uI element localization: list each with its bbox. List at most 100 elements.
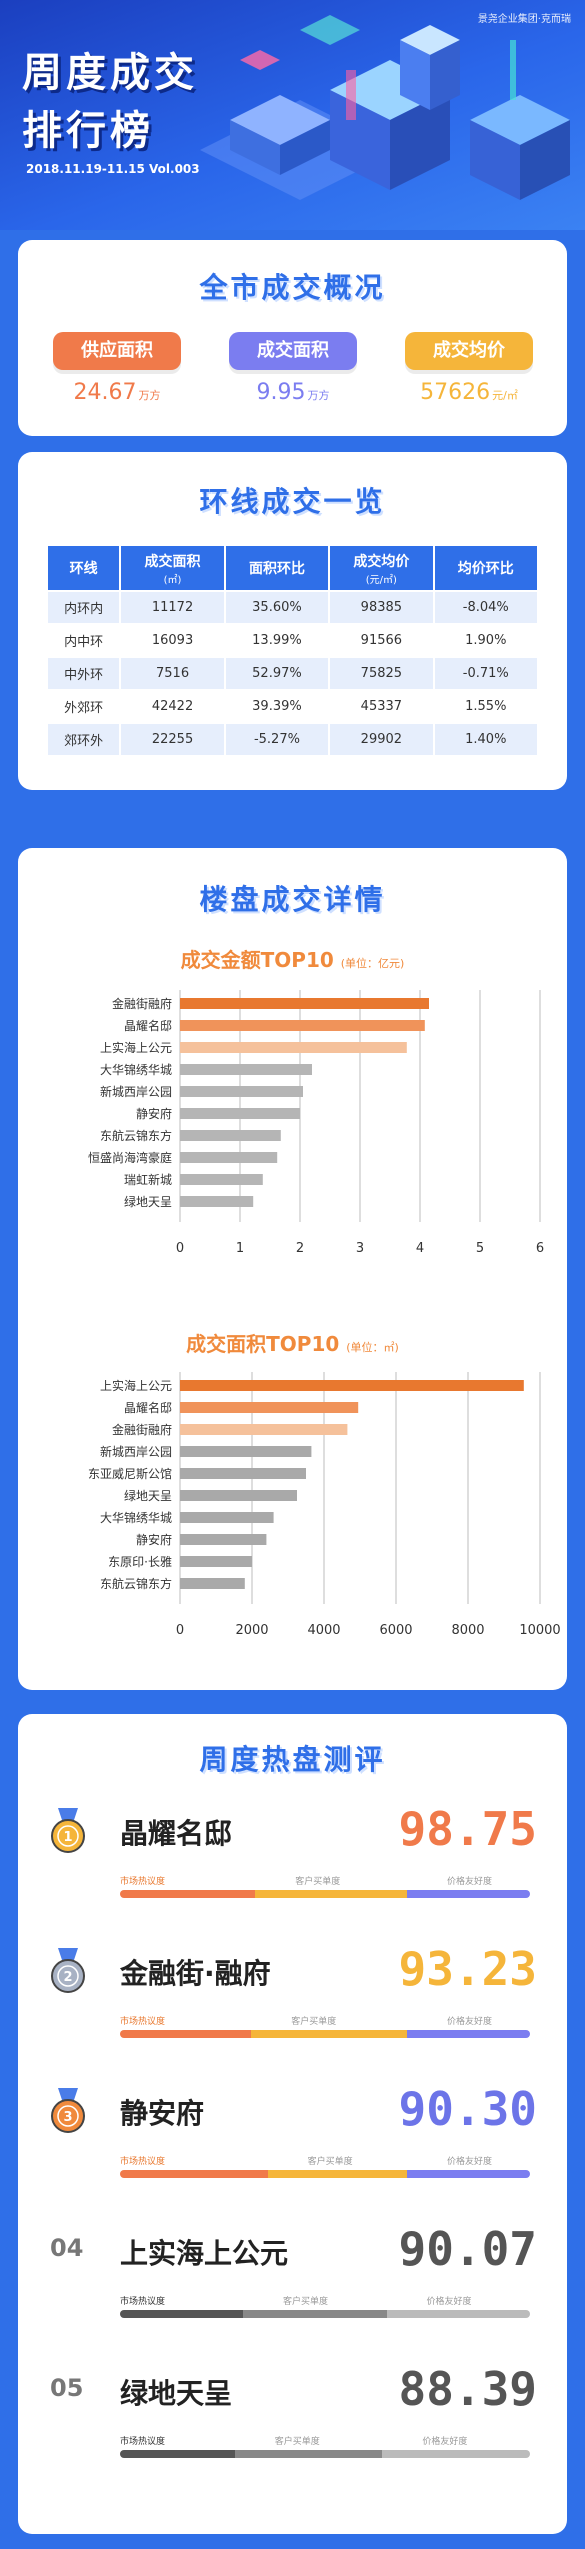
- x-tick-label: 4: [416, 1241, 424, 1256]
- x-tick-label: 5: [476, 1241, 484, 1256]
- x-tick-label: 6000: [379, 1623, 412, 1638]
- project-name: 静安府: [120, 2097, 205, 2130]
- x-tick-label: 1: [236, 1241, 244, 1256]
- table-cell: 郊环外: [48, 724, 120, 755]
- table-cell: 内中环: [48, 625, 120, 656]
- bar: [180, 1424, 348, 1435]
- table-row: 内环内 11172 35.60% 98385 -8.04%: [48, 592, 537, 623]
- breakdown-segment: [120, 2170, 268, 2178]
- breakdown-segment: [251, 2030, 407, 2038]
- medal-rank-number: 1: [63, 1830, 72, 1845]
- breakdown-segment: [234, 2450, 383, 2458]
- page-title-line1: 周度成交: [22, 50, 198, 96]
- score-breakdown-bar: [120, 2030, 530, 2038]
- bar: [180, 1152, 278, 1163]
- bar: [180, 1064, 312, 1075]
- table-row: 外郊环 42422 39.39% 45337 1.55%: [48, 691, 537, 722]
- overview-title: 全市成交概况: [199, 271, 386, 304]
- table-cell: 外郊环: [48, 691, 120, 722]
- breakdown-label: 客户买单度: [307, 2157, 353, 2167]
- table-cell: 91566: [330, 625, 433, 656]
- x-tick-label: 6: [536, 1241, 544, 1256]
- breakdown-label: 价格友好度: [447, 2017, 493, 2027]
- rank-number: 05: [50, 2374, 84, 2402]
- ring-header-unit: (元/㎡): [365, 574, 397, 586]
- table-cell: 内环内: [48, 592, 120, 623]
- overview-metric: 成交面积 9.95 万方: [218, 332, 368, 405]
- amount-chart-title: 成交金额TOP10 (单位：亿元): [18, 944, 567, 973]
- breakdown-segment: [406, 1890, 530, 1898]
- ring-column-header: 成交均价 (元/㎡): [330, 546, 433, 590]
- x-tick-label: 4000: [307, 1623, 340, 1638]
- breakdown-label: 市场热议度: [120, 2437, 166, 2447]
- breakdown-segment: [386, 2310, 530, 2318]
- bar: [180, 1402, 359, 1413]
- project-name: 晶耀名邸: [120, 1817, 233, 1850]
- table-cell: 7516: [121, 658, 224, 689]
- table-cell: 35.60%: [225, 592, 329, 623]
- overview-card: 全市成交概况 供应面积 24.67 万方 成交面积 9.95 万方 成交均价 57626 元/㎡: [18, 240, 567, 436]
- bar: [180, 1512, 274, 1523]
- amount-bar-chart: 0 1 2 3 4 5 6 金融街融府晶耀名邸上实海上公元大华锦绣华城新城西岸公园静安府东航云…: [88, 990, 544, 1256]
- breakdown-segment: [243, 2310, 387, 2318]
- table-cell: 11172: [121, 592, 224, 623]
- amount-chart-unit: (单位：亿元): [340, 957, 405, 970]
- ring-column-header: 成交面积 (㎡): [121, 546, 224, 590]
- table-cell: 16093: [121, 625, 224, 656]
- score-breakdown-labels: 市场热议度 客户买单度 价格友好度: [120, 2014, 530, 2027]
- metric-unit: 万方: [138, 389, 161, 402]
- score-breakdown-labels: 市场热议度 客户买单度 价格友好度: [120, 2154, 530, 2167]
- category-label: 东航云锦东方: [100, 1576, 172, 1591]
- project-score: 90.07: [398, 2222, 537, 2276]
- hot-card: 周度热盘测评 1 晶耀名邸 98.75 市场热议度 客户买单度 价格友好度 2 金融街·融府 9…: [18, 1714, 567, 2534]
- table-row: 郊环外 22255 -5.27% 29902 1.40%: [48, 724, 537, 755]
- project-score: 90.30: [398, 2082, 537, 2136]
- breakdown-label: 客户买单度: [295, 1877, 341, 1887]
- ring-card: 环线成交一览 环线 成交面积 (㎡) 面积环比 成交均价 (元/㎡) 均价环比 内环内 111…: [18, 452, 567, 790]
- table-cell: 1.90%: [434, 625, 537, 656]
- brand-logo-text: 景尧企业集团·克而瑞: [477, 14, 571, 25]
- breakdown-label: 市场热议度: [120, 2017, 166, 2027]
- metric-label: 供应面积: [53, 332, 181, 370]
- breakdown-segment: [267, 2170, 407, 2178]
- bar: [180, 1446, 312, 1457]
- category-label: 恒盛尚海湾豪庭: [88, 1150, 172, 1165]
- overview-metric: 供应面积 24.67 万方: [42, 332, 192, 405]
- hot-title: 周度热盘测评: [199, 1743, 386, 1776]
- breakdown-label: 客户买单度: [274, 2437, 320, 2447]
- hot-rank-item: 04 上实海上公元 90.07 市场热议度 客户买单度 价格友好度: [18, 2222, 567, 2332]
- hot-rank-item: 2 金融街·融府 93.23 市场热议度 客户买单度 价格友好度: [18, 1942, 567, 2052]
- breakdown-label: 市场热议度: [120, 1877, 166, 1887]
- bar: [180, 1556, 252, 1567]
- breakdown-label: 价格友好度: [447, 1877, 493, 1887]
- project-name: 金融街·融府: [120, 1957, 271, 1990]
- table-cell: 52.97%: [225, 658, 329, 689]
- page-title-line2: 排行榜: [22, 108, 154, 154]
- table-cell: 29902: [330, 724, 433, 755]
- breakdown-segment: [406, 2030, 530, 2038]
- table-cell: -5.27%: [225, 724, 329, 755]
- hot-rank-item: 3 静安府 90.30 市场热议度 客户买单度 价格友好度: [18, 2082, 567, 2192]
- table-cell: 98385: [330, 592, 433, 623]
- score-breakdown-labels: 市场热议度 客户买单度 价格友好度: [120, 2294, 530, 2307]
- table-cell: 45337: [330, 691, 433, 722]
- isometric-city-illustration: [200, 15, 570, 200]
- metric-value-row: 24.67 万方: [42, 380, 192, 405]
- breakdown-label: 价格友好度: [426, 2297, 472, 2307]
- metric-label: 成交均价: [405, 332, 533, 370]
- category-label: 新城西岸公园: [100, 1084, 172, 1099]
- ring-title: 环线成交一览: [199, 485, 386, 518]
- medal-gold-icon: 1: [51, 1808, 85, 1853]
- project-score: 88.39: [398, 2362, 537, 2416]
- table-row: 中外环 7516 52.97% 75825 -0.71%: [48, 658, 537, 689]
- overview-metric: 成交均价 57626 元/㎡: [394, 332, 544, 405]
- project-score: 93.23: [398, 1942, 537, 1996]
- area-chart-title-text: 成交面积TOP10: [186, 1332, 340, 1356]
- score-breakdown-bar: [120, 1890, 530, 1898]
- category-label: 绿地天呈: [124, 1194, 172, 1209]
- score-breakdown-labels: 市场热议度 客户买单度 价格友好度: [120, 2434, 530, 2447]
- bar: [180, 1042, 407, 1053]
- table-cell: 13.99%: [225, 625, 329, 656]
- score-breakdown-bar: [120, 2170, 530, 2178]
- category-label: 晶耀名邸: [124, 1400, 172, 1415]
